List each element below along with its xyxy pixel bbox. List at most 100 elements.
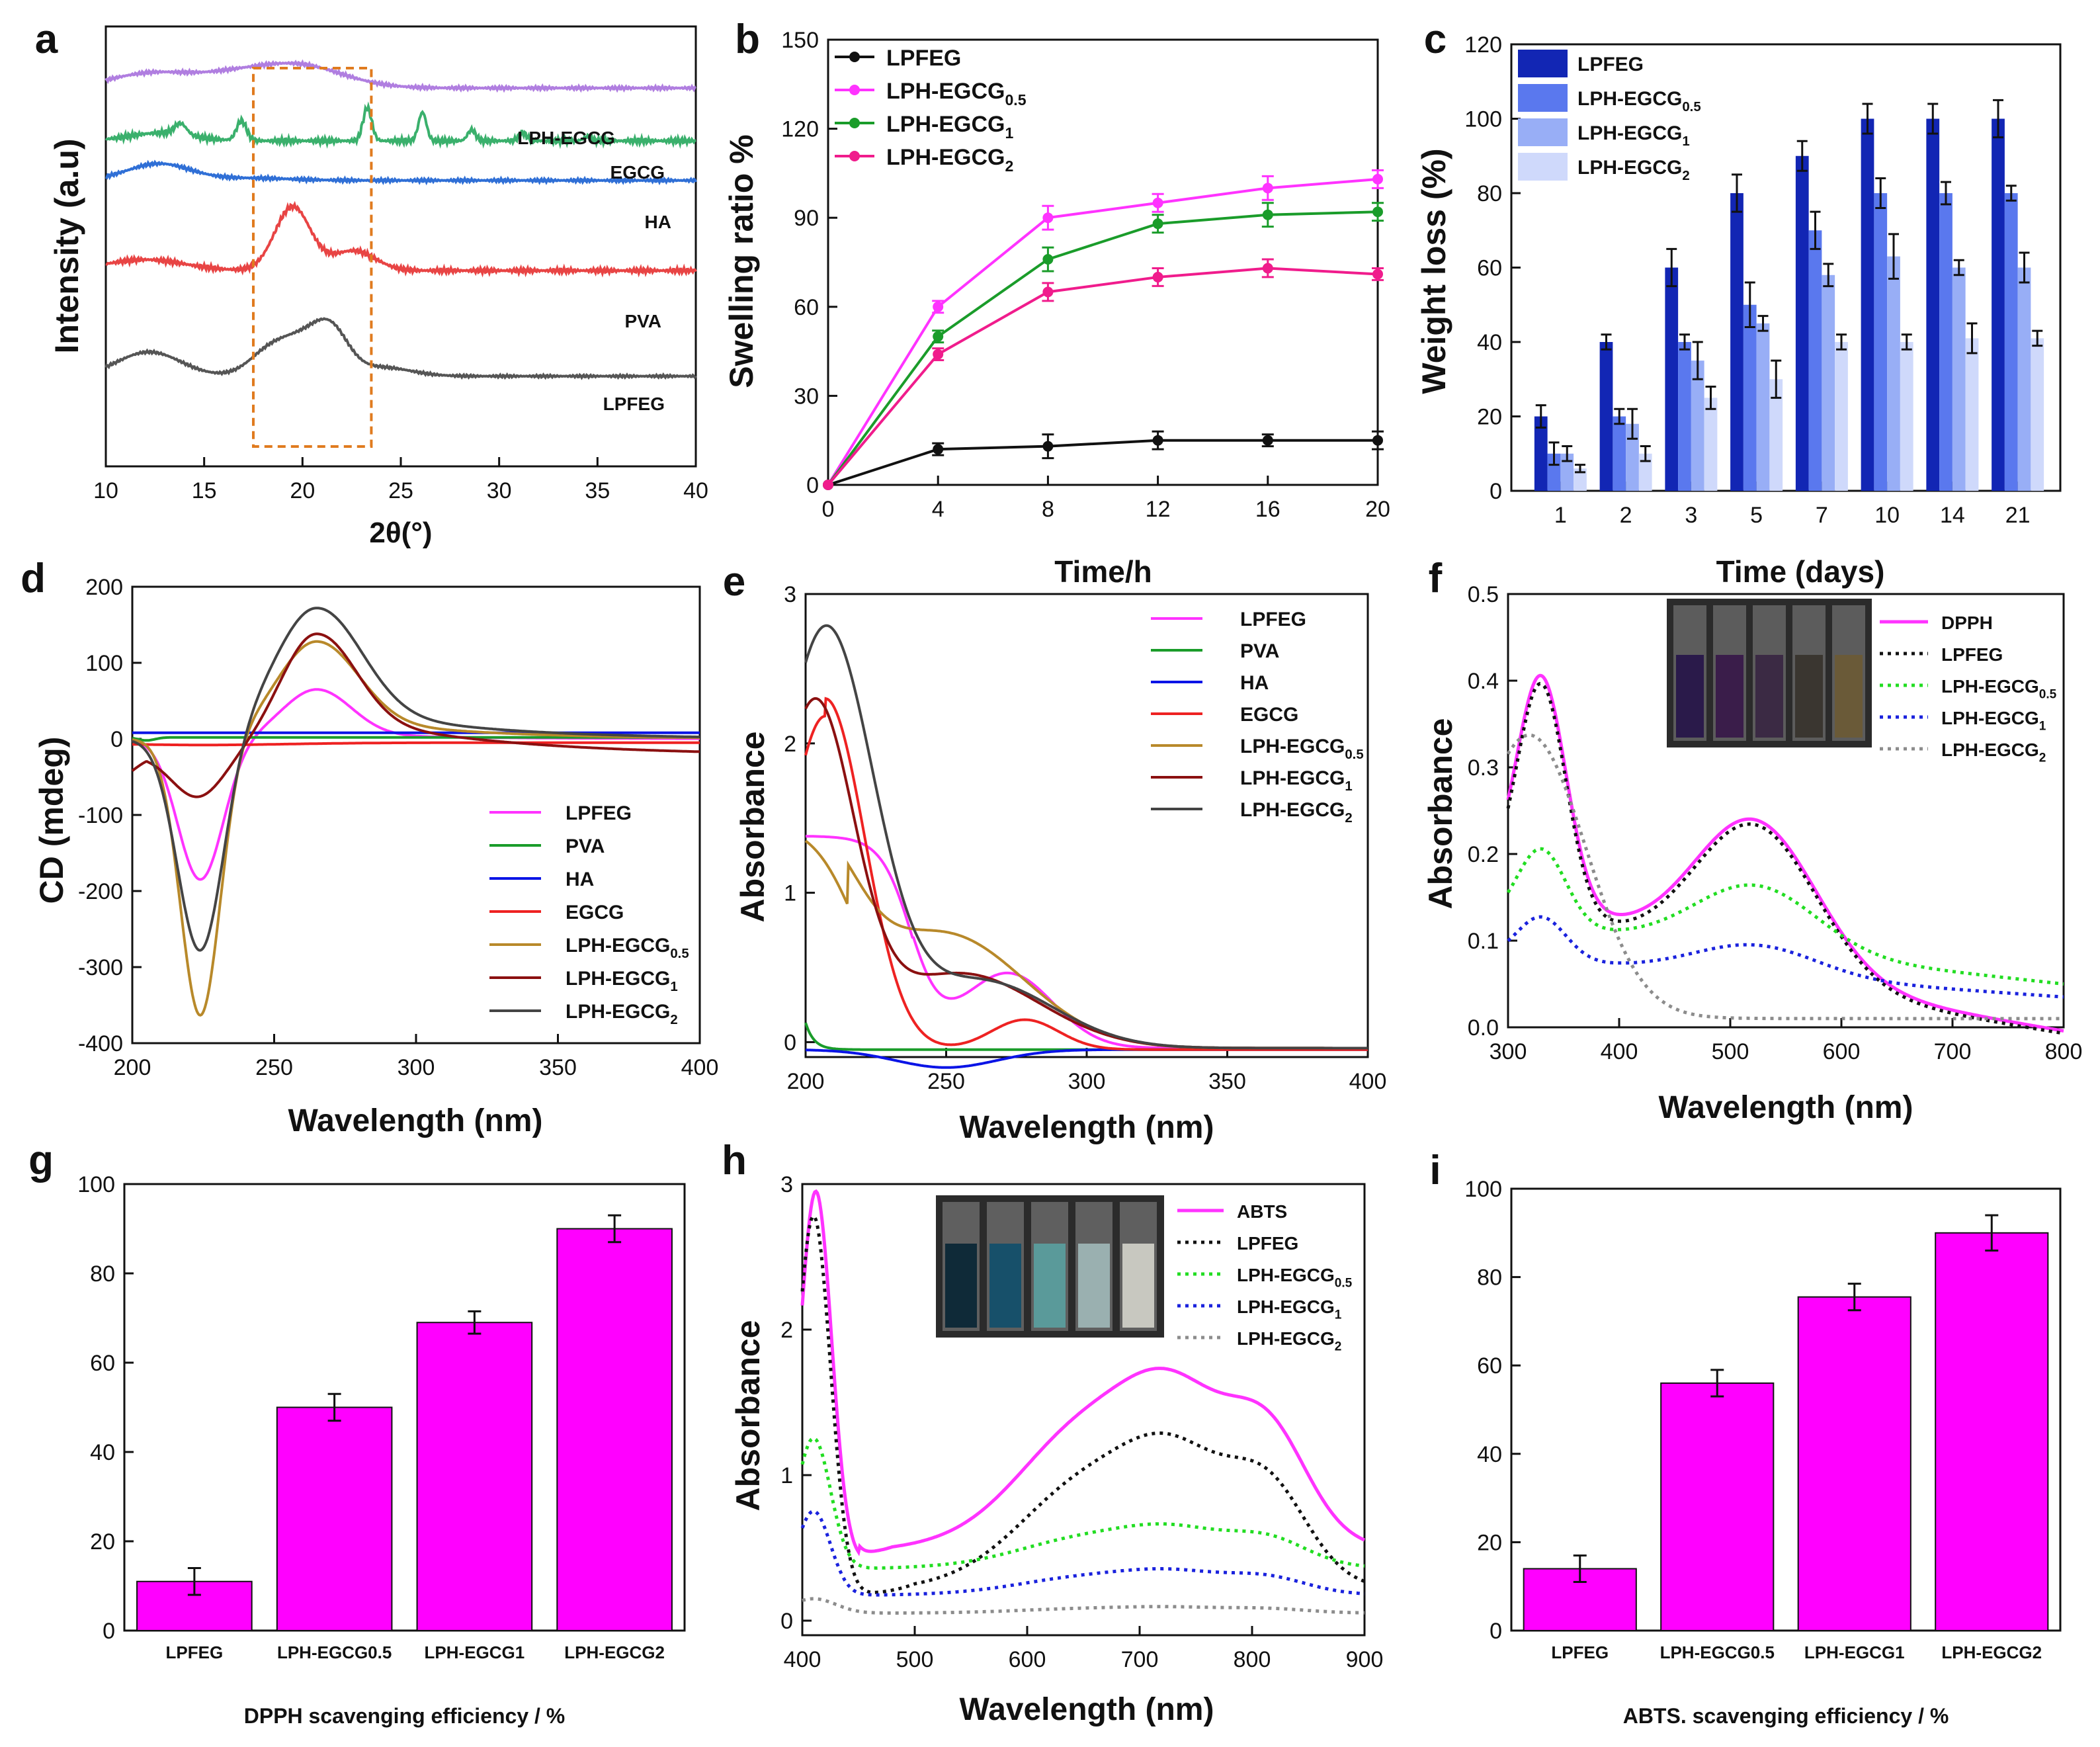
- legend-label: HA: [566, 869, 594, 890]
- bar: [2031, 338, 2044, 491]
- vial-liquid: [1755, 655, 1783, 738]
- x-tick-label: 200: [787, 1069, 825, 1094]
- legend-text: HA: [1240, 672, 1269, 694]
- y-axis-title: Absorbance: [730, 1320, 767, 1512]
- y-axis-title: CD (mdeg): [33, 737, 70, 904]
- y-tick-label: 80: [1477, 181, 1502, 206]
- data-point: [933, 444, 944, 455]
- legend-label: LPH-EGCG2: [886, 145, 1013, 175]
- data-point: [1372, 435, 1383, 446]
- series-curve: [1506, 673, 2064, 1033]
- legend-subscript: 2: [2039, 751, 2046, 765]
- y-tick-label: -400: [78, 1031, 123, 1056]
- bar: [2017, 267, 2031, 491]
- y-tick-label: 20: [1477, 405, 1502, 430]
- panel-h: 400 500 600 700 800 900 0 1 2 3 Wavelength (nm) Abs…: [730, 1172, 1383, 1727]
- x-tick-label: 20: [1365, 497, 1390, 522]
- y-tick-label: 90: [794, 206, 819, 231]
- legend-subscript: 1: [670, 980, 677, 994]
- x-tick-label: 21: [2005, 503, 2031, 528]
- x-axis-title: Wavelength (nm): [288, 1103, 543, 1138]
- x-tick-label: 350: [539, 1055, 577, 1080]
- x-tick-label: 25: [388, 478, 413, 503]
- bar: [1874, 193, 1888, 491]
- bar: [1797, 1296, 1911, 1632]
- legend-text: DPPH: [1941, 613, 1993, 633]
- series-line: [827, 210, 1378, 486]
- bar: [1952, 267, 1966, 491]
- legend-text: LPH-EGCG: [886, 112, 1005, 137]
- legend-label: LPH-EGCG0.5: [1941, 676, 2057, 701]
- y-tick-label: 60: [794, 295, 819, 320]
- y-tick-label: 60: [1477, 1353, 1502, 1379]
- y-tick-label: 60: [90, 1351, 115, 1376]
- series-curve: [132, 607, 700, 952]
- vial-liquid: [1676, 655, 1704, 738]
- series-line: [827, 439, 1378, 486]
- data-point: [1262, 209, 1273, 220]
- panel-e: 200 250 300 350 400 0 1 2 3 Wavelength (nm) Absorb…: [734, 582, 1386, 1145]
- y-tick-label: 100: [1464, 1177, 1502, 1202]
- series-label: LPFEG: [603, 394, 665, 414]
- x-tick-label: 800: [2045, 1039, 2083, 1064]
- legend-swatch: [1518, 50, 1568, 77]
- legend-label: LPH-EGCG0.5: [1240, 736, 1364, 762]
- y-tick-label: 100: [1464, 107, 1502, 132]
- legend-label: LPH-EGCG1: [1237, 1297, 1342, 1322]
- bar: [556, 1228, 673, 1631]
- series-label: LPH-EGCG: [517, 128, 615, 148]
- series-curve: [105, 59, 696, 93]
- bar: [1935, 1232, 2049, 1632]
- x-axis-title: 2θ(°): [369, 517, 432, 549]
- x-tick-label: 400: [1349, 1069, 1387, 1094]
- y-tick-label: 120: [781, 117, 819, 142]
- x-tick-label: 300: [398, 1055, 435, 1080]
- y-tick-label: -200: [78, 879, 123, 904]
- legend-label: EGCG: [1240, 704, 1298, 726]
- bar: [1547, 453, 1561, 491]
- y-axis-title: Swelling ratio %: [723, 134, 760, 388]
- x-tick-label: LPFEG: [1551, 1642, 1609, 1662]
- bar: [1743, 304, 1757, 491]
- x-tick-label: 14: [1940, 503, 1965, 528]
- panel-label-f: f: [1429, 556, 1443, 601]
- x-tick-label: 40: [683, 478, 708, 503]
- legend-subscript: 1: [1345, 779, 1352, 794]
- x-axis-title: Time/h: [1054, 554, 1152, 589]
- series-curve: [802, 1597, 1365, 1615]
- y-tick-label: 150: [781, 28, 819, 53]
- legend-text: LPFEG: [1577, 54, 1644, 75]
- bar: [1887, 256, 1900, 491]
- vial-liquid: [1034, 1244, 1066, 1328]
- y-tick-label: 20: [90, 1529, 115, 1555]
- y-axis-title: Weight loss (%): [1415, 148, 1452, 394]
- legend-label: LPH-EGCG2: [1237, 1328, 1341, 1353]
- bar: [1574, 468, 1587, 491]
- legend-text: LPH-EGCG: [1941, 708, 2039, 728]
- x-tick-label: 500: [1712, 1039, 1749, 1064]
- x-axis-title: Time (days): [1716, 554, 1885, 589]
- y-tick-label: 0.5: [1468, 582, 1499, 607]
- x-tick-label: 600: [1009, 1647, 1046, 1672]
- data-point: [1152, 218, 1163, 230]
- data-point: [1372, 269, 1383, 280]
- legend-text: LPH-EGCG: [566, 968, 670, 990]
- x-tick-label: 200: [114, 1055, 151, 1080]
- legend-marker: [849, 151, 860, 161]
- bar: [2004, 193, 2018, 491]
- data-point: [933, 301, 944, 312]
- legend-label: LPFEG: [1941, 644, 2003, 665]
- legend-text: LPH-EGCG: [1237, 1297, 1335, 1317]
- series-line: [827, 267, 1378, 486]
- legend-label: LPFEG: [566, 802, 632, 824]
- x-tick-label: 8: [1042, 497, 1054, 522]
- x-tick-label: 300: [1490, 1039, 1527, 1064]
- legend-subscript: 0.5: [2039, 687, 2057, 701]
- x-tick-label: 300: [1068, 1069, 1106, 1094]
- bar: [1769, 379, 1783, 491]
- x-tick-label: 5: [1750, 503, 1763, 528]
- x-tick-label: 2: [1620, 503, 1632, 528]
- x-axis-title: DPPH scavenging efficiency / %: [244, 1704, 566, 1728]
- legend-swatch: [1518, 84, 1568, 112]
- bar: [1992, 118, 2005, 491]
